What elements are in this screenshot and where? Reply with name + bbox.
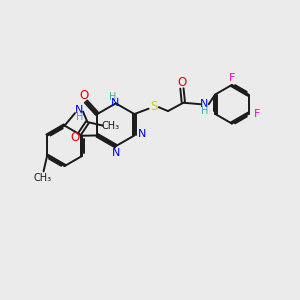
Text: N: N (112, 148, 120, 158)
Text: N: N (75, 105, 83, 115)
Text: CH₃: CH₃ (102, 121, 120, 130)
Text: F: F (254, 110, 260, 119)
Text: CH₃: CH₃ (34, 173, 52, 183)
Text: O: O (70, 131, 79, 144)
Text: S: S (150, 100, 158, 113)
Text: F: F (229, 74, 236, 83)
Text: O: O (177, 76, 187, 89)
Text: N: N (111, 98, 119, 108)
Text: N: N (200, 99, 208, 109)
Text: N: N (138, 129, 146, 139)
Text: O: O (79, 89, 88, 102)
Text: H: H (76, 112, 84, 122)
Text: H: H (109, 92, 116, 102)
Text: H: H (201, 106, 209, 116)
